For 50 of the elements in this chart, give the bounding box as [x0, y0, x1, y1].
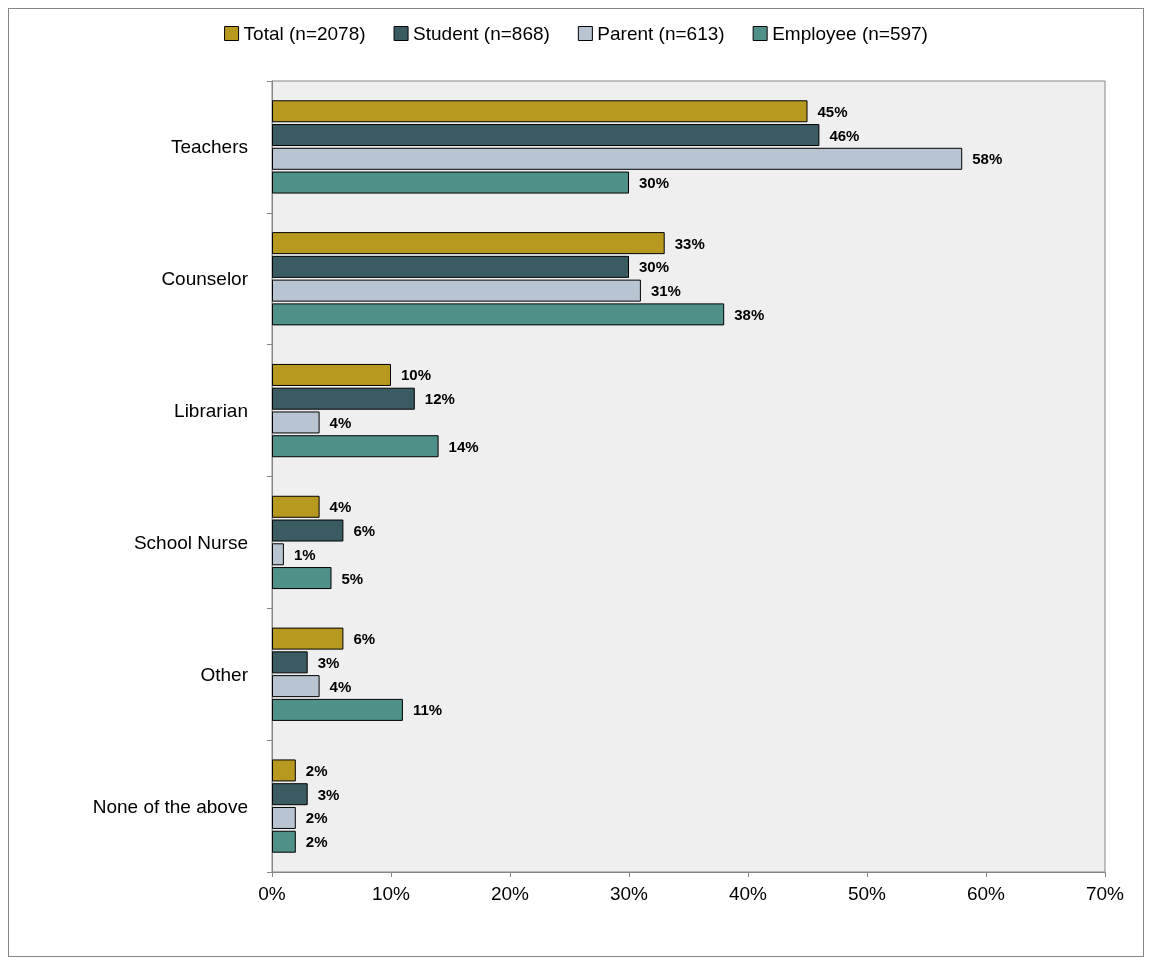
data-label: 58%	[972, 150, 1003, 168]
legend-label: Total (n=2078)	[243, 23, 366, 44]
data-label: 4%	[329, 677, 352, 695]
y-tick-label: None of the above	[92, 795, 248, 817]
data-label: 30%	[639, 174, 670, 192]
data-label: 45%	[817, 102, 848, 120]
data-label: 5%	[341, 569, 364, 587]
data-label: 4%	[329, 413, 352, 431]
data-label: 38%	[734, 305, 765, 323]
data-label: 2%	[305, 833, 328, 851]
bar	[272, 567, 332, 590]
bar	[272, 830, 296, 853]
x-tick-label: 0%	[258, 883, 286, 904]
data-label: 10%	[401, 366, 432, 384]
y-tick-label: Teachers	[170, 136, 248, 158]
data-label: 12%	[424, 390, 455, 408]
legend-label: Parent (n=613)	[597, 23, 725, 44]
data-label: 3%	[317, 785, 340, 803]
data-label: 6%	[353, 630, 376, 648]
data-label: 31%	[650, 282, 681, 300]
bar	[272, 806, 296, 829]
bar	[272, 363, 391, 386]
bar	[272, 124, 820, 147]
data-label: 3%	[317, 653, 340, 671]
bar	[272, 100, 808, 123]
x-tick-label: 70%	[1085, 883, 1125, 904]
data-label: 33%	[674, 234, 705, 252]
x-tick-label: 20%	[490, 883, 530, 904]
data-label: 46%	[829, 126, 860, 144]
data-label: 6%	[353, 522, 376, 540]
data-label: 2%	[305, 809, 328, 827]
x-tick-label: 10%	[371, 883, 411, 904]
data-label: 1%	[293, 545, 316, 563]
bar	[272, 698, 403, 721]
x-tick-label: 50%	[847, 883, 887, 904]
x-tick-label: 40%	[728, 883, 768, 904]
data-label: 4%	[329, 498, 352, 516]
bar	[272, 232, 665, 255]
y-tick-label: Counselor	[161, 268, 249, 290]
x-tick-label: 60%	[966, 883, 1006, 904]
legend-label: Employee (n=597)	[772, 23, 928, 44]
y-tick-label: Other	[200, 663, 249, 685]
data-label: 30%	[639, 258, 670, 276]
data-label: 2%	[305, 761, 328, 779]
x-tick-label: 30%	[609, 883, 649, 904]
y-tick-label: Librarian	[174, 400, 248, 422]
data-label: 11%	[412, 701, 443, 719]
y-tick-label: School Nurse	[133, 531, 248, 553]
data-label: 14%	[448, 437, 479, 455]
legend-label: Student (n=868)	[413, 23, 550, 44]
